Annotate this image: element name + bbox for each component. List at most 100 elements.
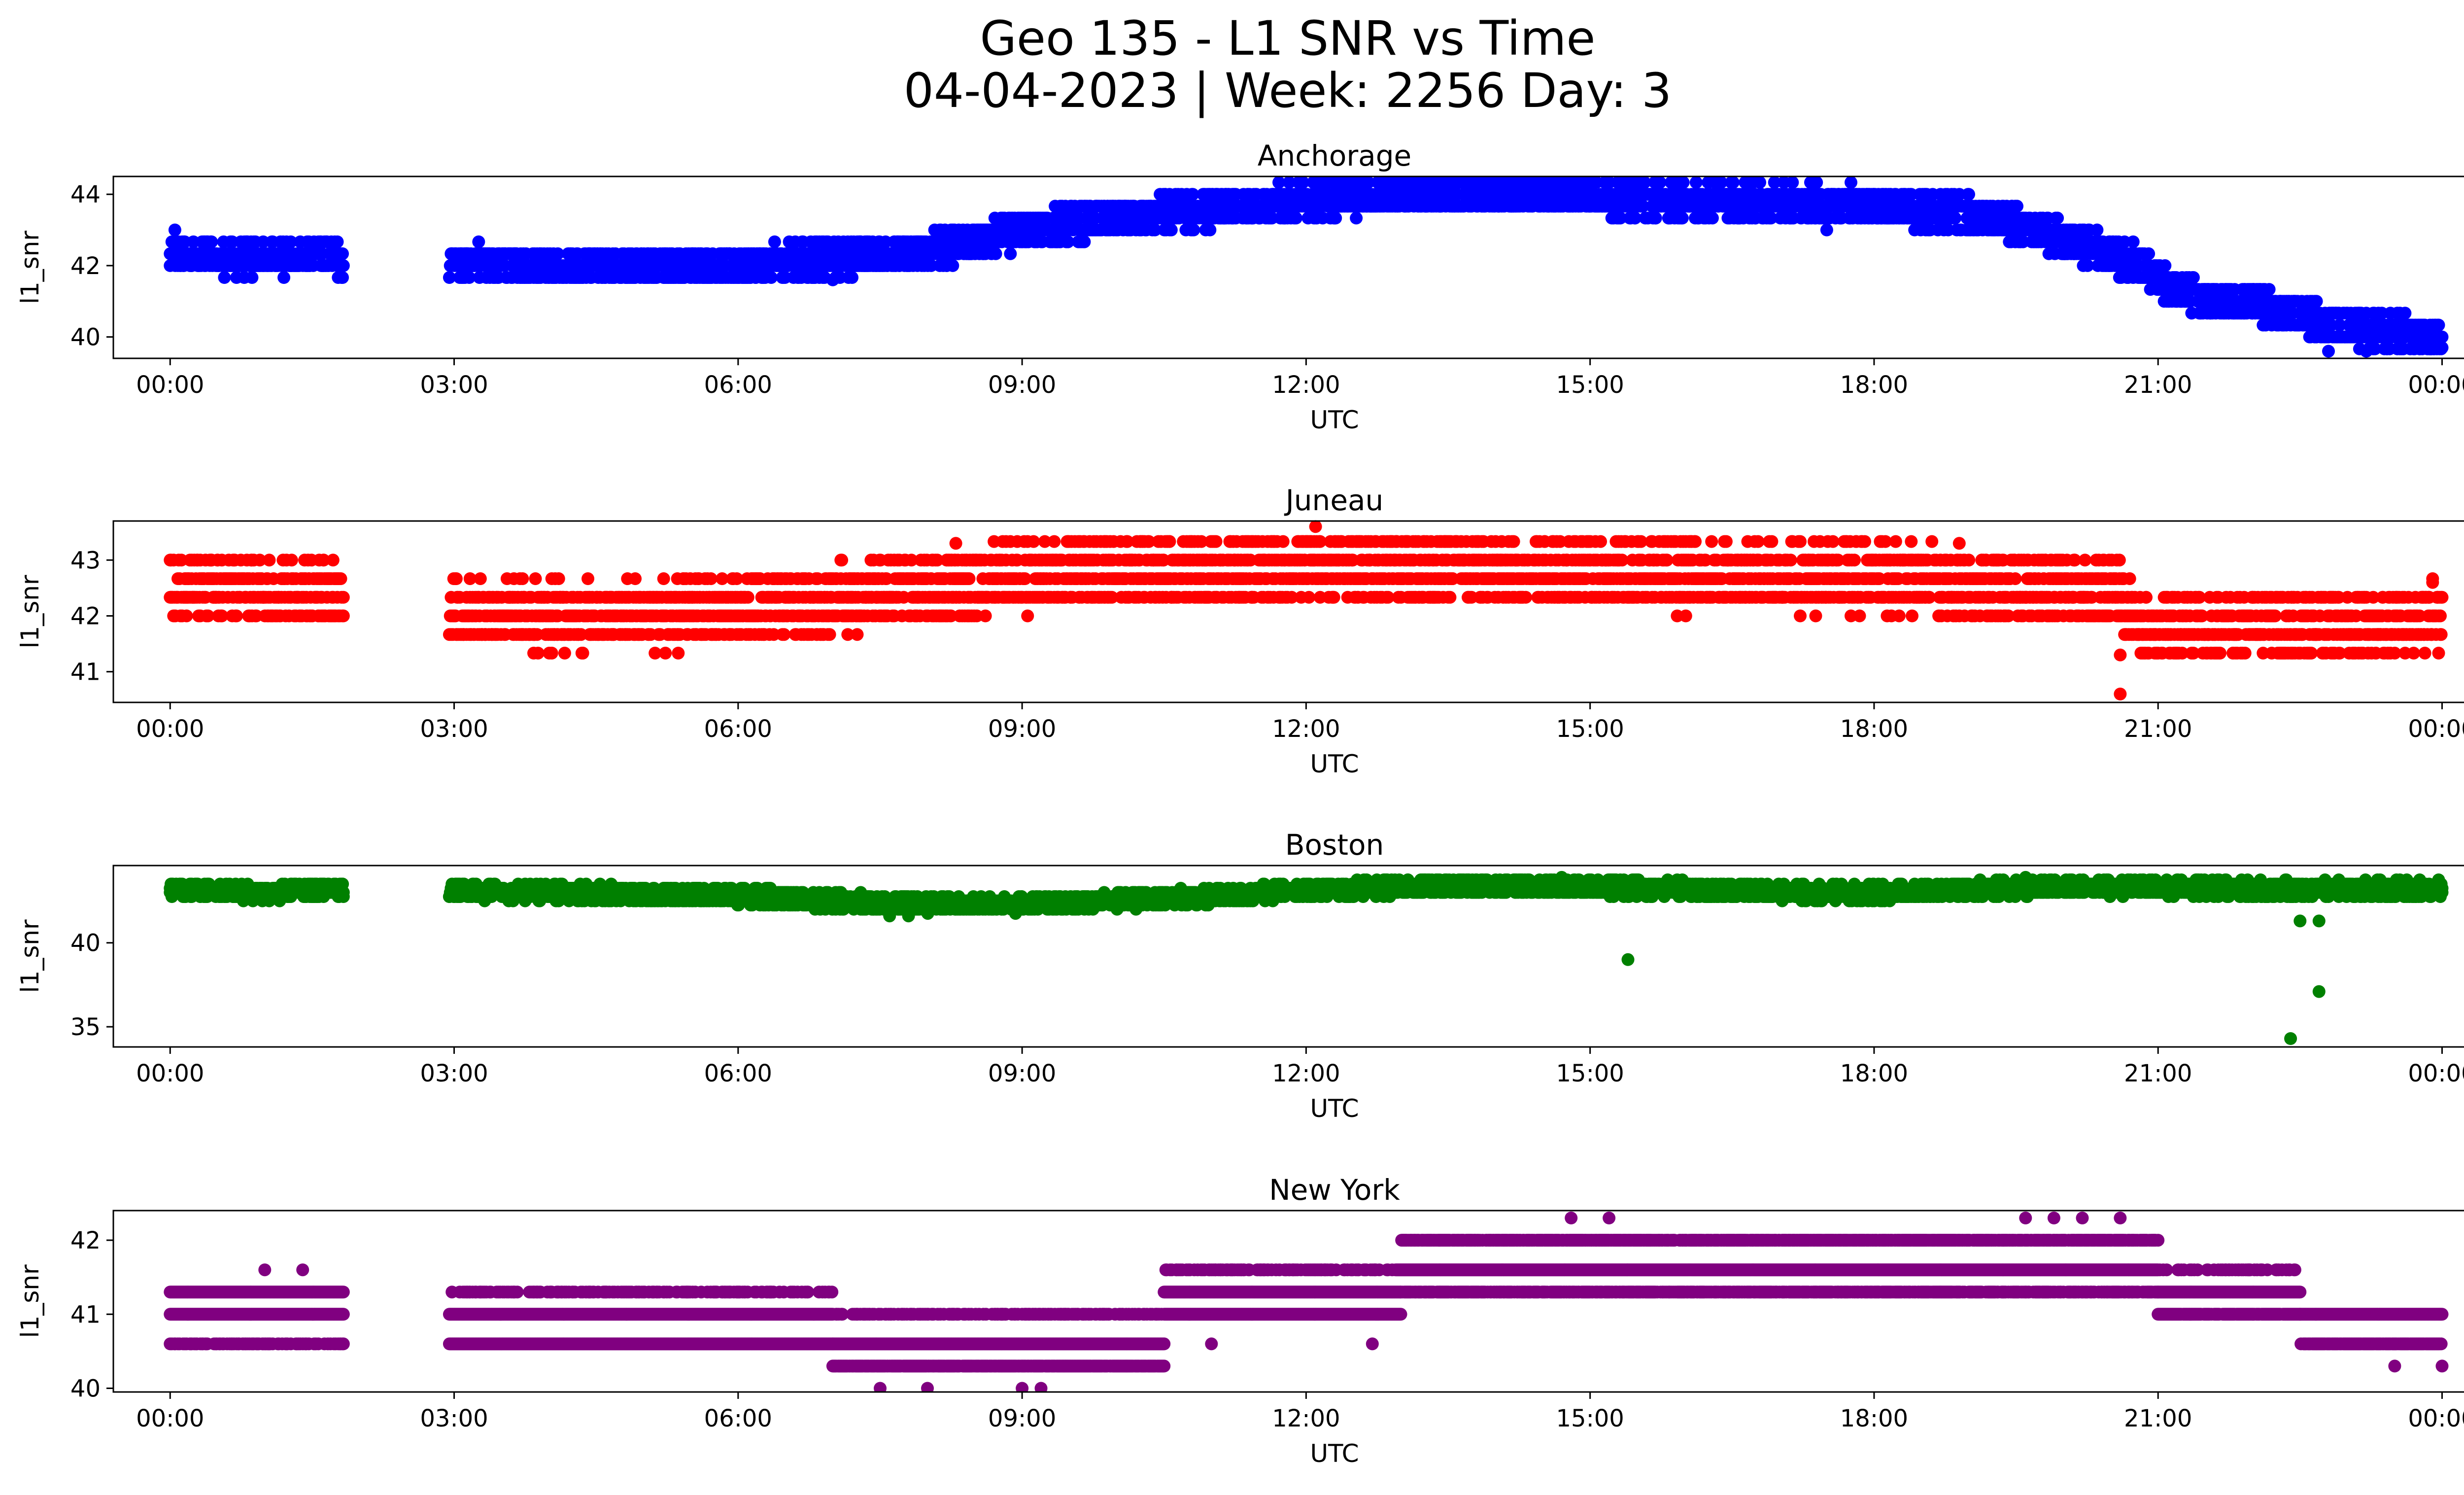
data-point — [704, 572, 718, 585]
data-point — [337, 259, 350, 272]
x-tick-label: 06:00 — [704, 371, 772, 399]
x-tick-label: 21:00 — [2124, 371, 2192, 399]
data-point — [1676, 211, 1689, 225]
data-point — [657, 572, 670, 585]
data-point — [474, 572, 487, 585]
data-point — [336, 247, 349, 260]
outlier-point — [1962, 188, 1975, 201]
data-point — [337, 609, 350, 623]
outlier-point — [2180, 284, 2193, 297]
data-point — [2432, 318, 2445, 332]
data-point — [1768, 176, 1781, 189]
x-tick-label: 15:00 — [1556, 371, 1624, 399]
data-point — [1753, 176, 1766, 189]
data-point — [529, 572, 542, 585]
figure-title-line2: 04-04-2023 | Week: 2256 Day: 3 — [903, 63, 1672, 118]
data-point — [285, 554, 298, 567]
y-axis-label: l1_snr — [16, 231, 44, 304]
data-point — [284, 235, 298, 248]
data-point — [851, 628, 864, 641]
x-tick-label: 12:00 — [1272, 371, 1340, 399]
data-point — [1949, 211, 1962, 225]
outlier-point — [168, 223, 181, 237]
data-point — [516, 572, 529, 585]
outlier-point — [826, 273, 839, 286]
data-point — [1786, 176, 1799, 189]
data-point — [317, 554, 330, 567]
panel-title: Anchorage — [1258, 139, 1411, 173]
outlier-point — [2360, 345, 2373, 358]
data-point — [2126, 235, 2140, 248]
data-point — [326, 554, 340, 567]
data-point — [1714, 176, 1728, 189]
data-point — [1706, 211, 1719, 225]
x-tick-label: 03:00 — [420, 371, 488, 399]
data-point — [835, 554, 849, 567]
data-point — [2011, 200, 2023, 213]
data-point — [472, 235, 485, 248]
data-point — [337, 591, 350, 604]
data-point — [946, 259, 959, 272]
data-point — [180, 609, 193, 623]
data-point — [1004, 247, 1017, 260]
data-point — [2187, 271, 2200, 284]
data-point — [449, 572, 463, 585]
data-point — [2398, 307, 2412, 320]
data-point — [545, 647, 558, 660]
data-point — [1638, 176, 1651, 189]
data-point — [2142, 247, 2156, 260]
data-point — [1164, 223, 1178, 237]
data-point — [1726, 176, 1740, 189]
outlier-point — [2435, 341, 2449, 354]
data-point — [1636, 200, 1649, 213]
data-point — [768, 235, 781, 248]
axes-frame — [112, 175, 2464, 359]
data-point — [1689, 176, 1703, 189]
data-point — [1649, 211, 1662, 225]
data-point — [2262, 283, 2276, 296]
data-points — [164, 176, 2449, 358]
y-tick-label: 44 — [70, 181, 101, 209]
data-point — [846, 271, 858, 284]
data-point — [672, 647, 685, 660]
y-tick-label: 40 — [70, 324, 101, 351]
data-point — [1296, 176, 1309, 189]
data-point — [576, 647, 589, 660]
data-point — [1614, 211, 1627, 225]
data-point — [1078, 235, 1091, 248]
x-tick-label: 00:00 — [2408, 371, 2464, 399]
data-point — [2090, 223, 2104, 237]
panel-juneau: 00:00 03:00 06:00 09:00 12:00 15:00 18:00 21:00… — [16, 484, 2464, 778]
data-point — [764, 271, 778, 284]
data-point — [443, 271, 456, 284]
data-point — [1350, 211, 1363, 225]
data-point — [253, 554, 267, 567]
x-tick-label: 18:00 — [1840, 371, 1908, 399]
data-point — [334, 572, 347, 585]
data-point — [2158, 259, 2172, 272]
data-point — [2081, 259, 2094, 272]
x-tick-label: 09:00 — [988, 371, 1056, 399]
data-points — [164, 520, 2449, 700]
data-point — [1187, 223, 1200, 237]
data-point — [1148, 223, 1162, 237]
data-point — [551, 247, 564, 260]
x-axis-label: UTC — [1310, 406, 1359, 434]
data-point — [215, 609, 229, 623]
data-point — [778, 628, 791, 641]
data-point — [1272, 176, 1285, 189]
data-point — [1628, 211, 1642, 225]
data-point — [989, 247, 1002, 260]
data-point — [277, 271, 291, 284]
data-point — [263, 554, 276, 567]
data-point — [2435, 330, 2449, 344]
data-point — [336, 271, 349, 284]
figure-title-line1: Geo 135 - L1 SNR vs Time — [980, 11, 1596, 66]
data-point — [1362, 176, 1375, 189]
data-point — [582, 572, 594, 585]
data-point — [741, 591, 754, 604]
data-point — [202, 609, 215, 623]
data-point — [1329, 211, 1342, 225]
